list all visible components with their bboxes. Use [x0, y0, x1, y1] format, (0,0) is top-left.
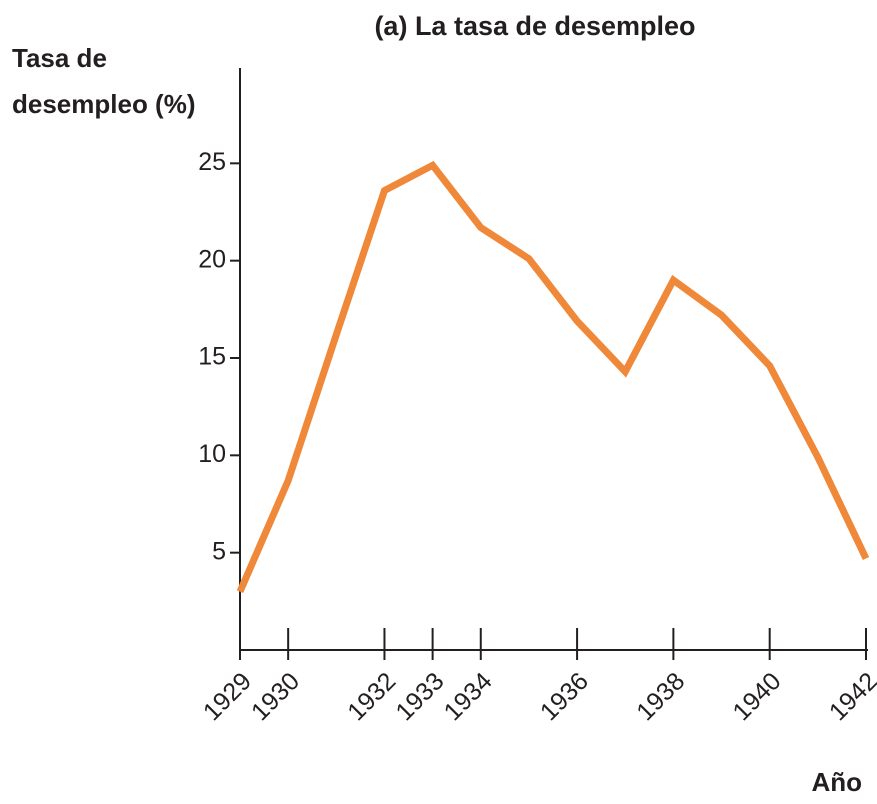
y-axis-label: Tasa de	[12, 43, 107, 73]
y-tick-label: 20	[198, 245, 226, 273]
x-tick-label: 1936	[535, 667, 594, 726]
x-tick-label: 1933	[390, 667, 449, 726]
y-axis-label: desempleo (%)	[12, 89, 196, 119]
x-tick-label: 1929	[198, 667, 257, 726]
y-tick-label: 25	[198, 148, 226, 176]
y-tick-label: 10	[198, 440, 226, 468]
data-line	[236, 160, 870, 593]
x-tick-label: 1938	[631, 667, 690, 726]
x-axis-label: Año	[811, 767, 862, 797]
x-tick-label: 1930	[246, 667, 305, 726]
x-tick-label: 1934	[439, 667, 498, 726]
y-tick-label: 15	[198, 343, 226, 371]
x-tick-label: 1932	[342, 667, 401, 726]
x-tick-label: 1942	[824, 667, 877, 726]
x-tick-label: 1940	[727, 667, 786, 726]
y-tick-label: 5	[212, 537, 226, 565]
chart-title: (a) La tasa de desempleo	[374, 11, 695, 41]
